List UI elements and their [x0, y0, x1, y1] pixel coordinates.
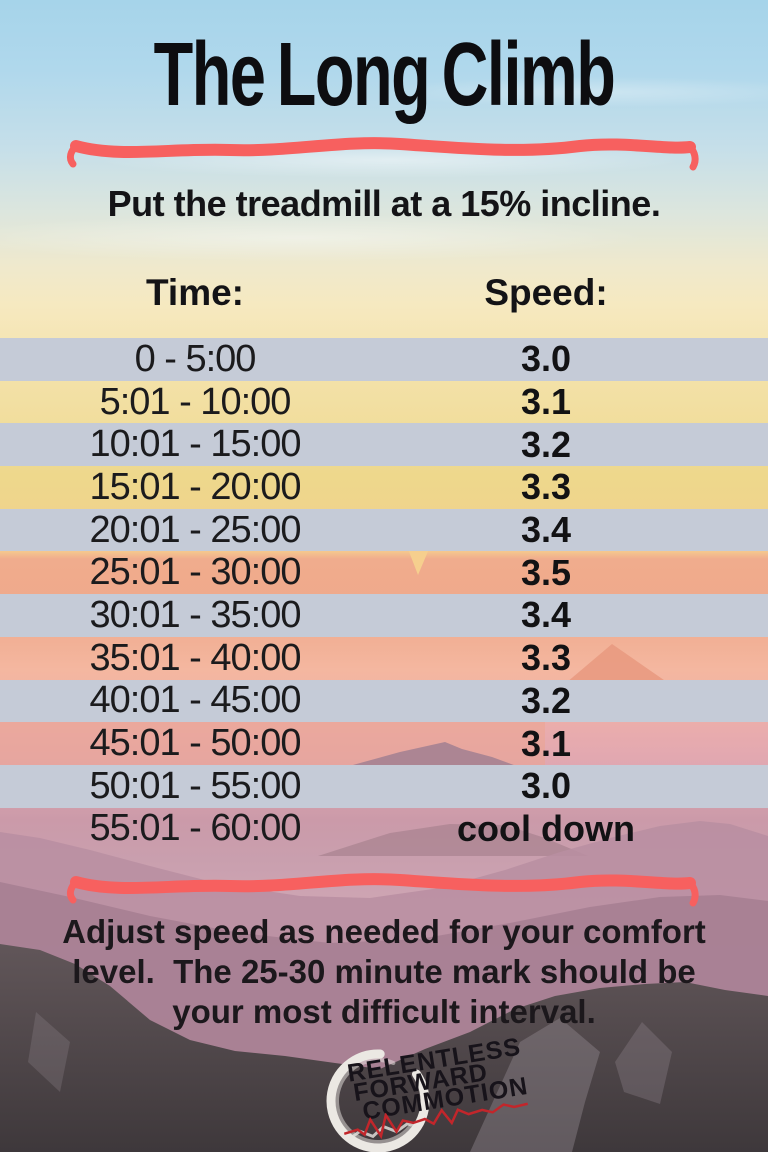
time-cell: 10:01 - 15:00 [89, 423, 302, 466]
time-cell: 35:01 - 40:00 [89, 636, 302, 679]
table-row: 50:01 - 55:00 3.0 [0, 765, 768, 808]
time-cell: 40:01 - 45:00 [89, 679, 302, 722]
table-row: 0 - 5:00 3.0 [0, 338, 768, 381]
speed-cell: 3.3 [520, 637, 572, 679]
marker-underline-top-icon [66, 137, 699, 171]
page-title: The Long Climb [153, 25, 616, 125]
speed-cell: 3.3 [520, 466, 572, 508]
time-cell: 45:01 - 50:00 [89, 722, 302, 765]
time-cell: 15:01 - 20:00 [89, 465, 302, 508]
time-cell: 30:01 - 35:00 [89, 593, 302, 636]
workout-table: 0 - 5:00 3.0 5:01 - 10:00 3.1 10:01 - 15… [0, 338, 768, 850]
subtitle: Put the treadmill at a 15% incline. [107, 183, 661, 224]
table-row: 20:01 - 25:00 3.4 [0, 509, 768, 552]
speed-header: Speed: [484, 272, 608, 313]
time-cell: 55:01 - 60:00 [89, 807, 302, 850]
table-row: 45:01 - 50:00 3.1 [0, 722, 768, 765]
logo-heartbeat-icon [343, 1102, 529, 1141]
time-cell: 20:01 - 25:00 [89, 508, 302, 551]
footer-line: Adjust speed as needed for your comfort [62, 913, 706, 950]
table-row: 55:01 - 60:00 cool down [0, 807, 768, 851]
table-row: 15:01 - 20:00 3.3 [0, 466, 768, 509]
marker-underline-bottom-icon [66, 873, 699, 907]
speed-cell: 3.5 [520, 551, 572, 593]
table-row: 25:01 - 30:00 3.5 [0, 551, 768, 594]
table-row: 40:01 - 45:00 3.2 [0, 679, 768, 723]
time-cell: 50:01 - 55:00 [89, 764, 302, 807]
time-cell: 5:01 - 10:00 [99, 380, 292, 423]
speed-cell: 3.2 [520, 679, 572, 721]
speed-cell: 3.1 [520, 722, 572, 764]
speed-cell: 3.2 [520, 423, 572, 465]
table-row: 5:01 - 10:00 3.1 [0, 381, 768, 424]
table-row: 30:01 - 35:00 3.4 [0, 594, 768, 637]
footer-note: Adjust speed as needed for your comfort … [0, 912, 768, 1032]
speed-cell: 3.1 [520, 381, 572, 423]
column-headers: Time: Speed: [0, 272, 768, 314]
speed-cell: 3.4 [520, 509, 572, 551]
speed-cell: cool down [457, 807, 635, 849]
speed-cell: 3.0 [520, 765, 572, 807]
speed-cell: 3.0 [520, 338, 572, 380]
time-cell: 25:01 - 30:00 [89, 551, 302, 594]
brand-logo: RELENTLESS FORWARD COMMOTION [316, 1033, 556, 1152]
speed-cell: 3.4 [520, 594, 572, 636]
footer-line: your most difficult interval. [172, 993, 596, 1030]
table-row: 10:01 - 15:00 3.2 [0, 423, 768, 467]
time-cell: 0 - 5:00 [134, 337, 257, 380]
table-row: 35:01 - 40:00 3.3 [0, 637, 768, 680]
footer-line: level. The 25-30 minute mark should be [72, 953, 696, 990]
time-header: Time: [145, 272, 244, 313]
